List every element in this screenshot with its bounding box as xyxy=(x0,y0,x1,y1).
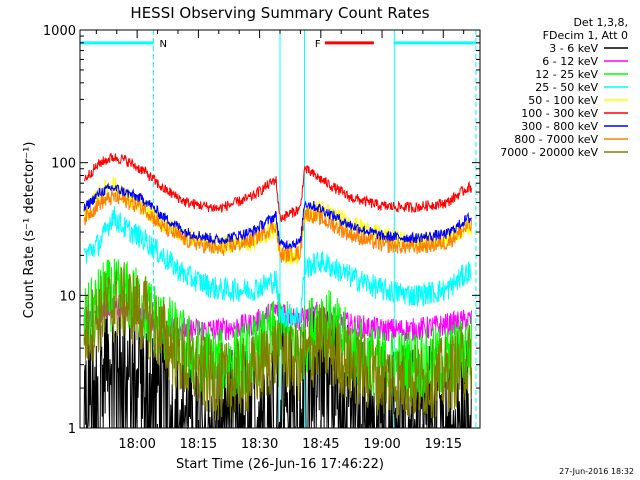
x-tick-label-2: 18:30 xyxy=(241,437,278,452)
legend-label-0: 3 - 6 keV xyxy=(549,42,598,55)
legend-label-2: 12 - 25 keV xyxy=(535,68,598,81)
series-line-5 xyxy=(83,152,472,223)
legend-label-5: 100 - 300 keV xyxy=(521,107,598,120)
x-axis-label: Start Time (26-Jun-16 17:46:22) xyxy=(176,457,384,472)
series-line-4 xyxy=(83,176,472,266)
series-line-6 xyxy=(83,182,472,250)
x-tick-label-3: 18:45 xyxy=(302,437,339,452)
f-marker-label: F xyxy=(315,39,321,50)
x-tick-label-0: 18:00 xyxy=(118,437,155,452)
legend-label-4: 50 - 100 keV xyxy=(528,94,598,107)
y-tick-label-0: 1 xyxy=(68,422,76,437)
y-tick-label-1: 10 xyxy=(59,289,76,304)
axes: 1 10 100 1000 18:00 18:15 18:30 18:45 19:00 19:15 xyxy=(43,24,480,452)
chart-title: HESSI Observing Summary Count Rates xyxy=(130,4,429,22)
series-line-8 xyxy=(83,262,472,421)
legend-label-1: 6 - 12 keV xyxy=(542,55,598,68)
y-tick-label-2: 100 xyxy=(51,157,76,172)
x-tick-label-5: 19:15 xyxy=(425,437,462,452)
legend-header-1: Det 1,3,8, xyxy=(573,16,628,29)
timestamp: 27-Jun-2016 18:32 xyxy=(559,467,634,476)
legend-label-6: 300 - 800 keV xyxy=(521,120,598,133)
legend-label-7: 800 - 7000 keV xyxy=(514,133,598,146)
x-tick-label-4: 19:00 xyxy=(363,437,400,452)
series-line-3 xyxy=(83,206,472,328)
legend-label-3: 25 - 50 keV xyxy=(535,81,598,94)
legend-label-8: 7000 - 20000 keV xyxy=(500,146,598,159)
legend-header-2: FDecim 1, Att 0 xyxy=(543,29,628,42)
n-marker-label: N xyxy=(159,39,166,50)
x-tick-label-1: 18:15 xyxy=(180,437,217,452)
series-line-7 xyxy=(83,189,472,263)
y-axis-label: Count Rate (s⁻¹ detector⁻¹) xyxy=(22,142,37,319)
y-tick-label-3: 1000 xyxy=(43,24,76,39)
